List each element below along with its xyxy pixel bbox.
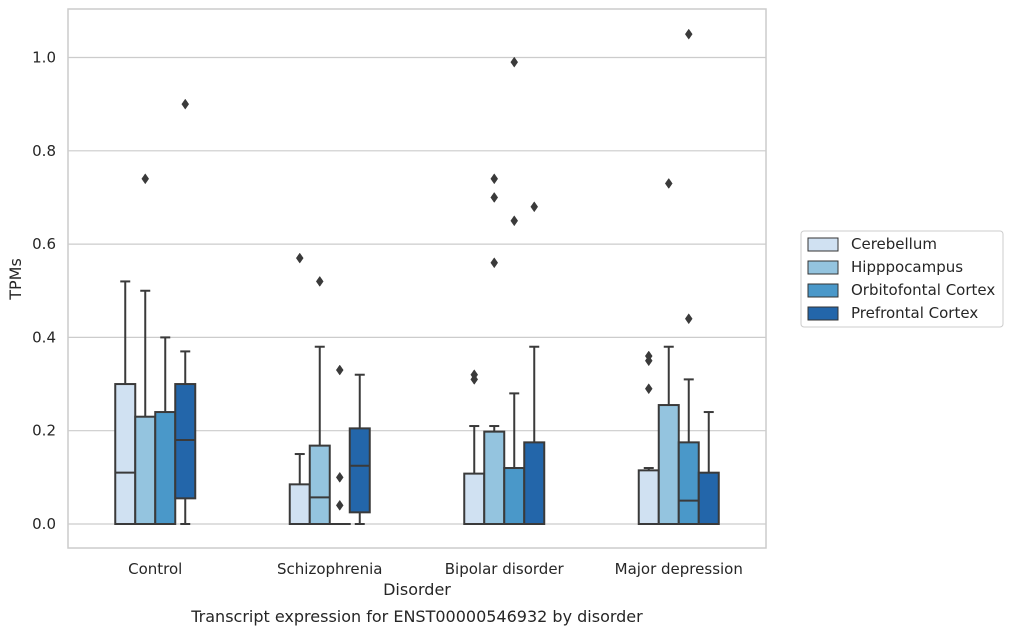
box xyxy=(114,383,137,525)
legend-label: Hipppocampus xyxy=(851,258,963,276)
outlier-point xyxy=(470,369,479,381)
box-prefrontal-cortex xyxy=(523,201,546,525)
box-prefrontal-cortex xyxy=(697,411,720,525)
y-tick-label: 0.4 xyxy=(32,328,56,346)
legend-label: Prefrontal Cortex xyxy=(851,304,978,322)
box xyxy=(134,415,157,525)
outlier-point xyxy=(490,257,499,269)
box xyxy=(483,430,506,525)
x-tick-label: Major depression xyxy=(615,560,743,578)
y-tick-label: 0.6 xyxy=(32,235,56,253)
box-cerebellum xyxy=(637,350,660,526)
outlier-point xyxy=(490,192,499,203)
box-hipppocampus xyxy=(134,173,157,525)
box-orbitofontal-cortex xyxy=(503,56,526,525)
outlier-point xyxy=(490,173,499,185)
outlier-point xyxy=(684,313,693,325)
outlier-point xyxy=(684,28,693,40)
y-tick-label: 0.0 xyxy=(32,515,56,533)
box xyxy=(637,469,660,526)
outlier-point xyxy=(510,56,519,68)
x-tick-label: Control xyxy=(128,560,182,578)
legend-swatch xyxy=(807,260,839,275)
x-tick-label: Bipolar disorder xyxy=(445,560,565,578)
outlier-point xyxy=(664,178,673,189)
legend: Cerebellum Hipppocampus Orbitofontal Corte… xyxy=(800,230,1004,328)
legend-swatch xyxy=(807,283,839,298)
outlier-point xyxy=(335,499,344,511)
outlier-point xyxy=(644,383,653,395)
box xyxy=(503,467,526,525)
box-hipppocampus xyxy=(308,275,331,525)
y-tick-label: 0.2 xyxy=(32,422,56,440)
box-hipppocampus xyxy=(483,173,506,525)
box-orbitofontal-cortex xyxy=(328,364,351,526)
plot-frame xyxy=(67,8,767,549)
box xyxy=(348,427,371,514)
x-axis: Control Schizophrenia Bipolar disorder Majo… xyxy=(128,560,743,578)
outlier-point xyxy=(181,98,190,110)
boxplot-area xyxy=(114,28,720,526)
y-axis: 0.0 0.2 0.4 0.6 0.8 1.0 xyxy=(32,49,56,534)
box-cerebellum xyxy=(114,280,137,525)
outlier-point xyxy=(335,471,344,483)
legend-swatch xyxy=(807,237,839,252)
outlier-point xyxy=(510,215,519,227)
legend-swatch xyxy=(807,306,839,321)
outlier-point xyxy=(335,364,344,376)
box xyxy=(154,411,177,526)
y-tick-label: 1.0 xyxy=(32,49,56,67)
legend-frame xyxy=(800,230,1004,328)
x-axis-label: Disorder xyxy=(383,580,451,599)
y-axis-label: TPMs xyxy=(6,258,25,301)
legend-label: Orbitofontal Cortex xyxy=(851,281,995,299)
box-cerebellum xyxy=(463,369,486,526)
outlier-point xyxy=(295,252,304,264)
box xyxy=(463,472,486,526)
box-prefrontal-cortex xyxy=(348,373,371,525)
box xyxy=(677,441,700,525)
chart-caption: Transcript expression for ENST0000054693… xyxy=(190,607,643,626)
box-cerebellum xyxy=(288,252,311,526)
outlier-point xyxy=(644,350,653,362)
box xyxy=(657,404,680,526)
x-tick-label: Schizophrenia xyxy=(277,560,382,578)
outlier-point xyxy=(315,275,324,287)
box-prefrontal-cortex xyxy=(174,98,197,525)
outlier-point xyxy=(530,201,539,213)
outlier-point xyxy=(141,173,150,185)
box xyxy=(288,483,311,526)
box-orbitofontal-cortex xyxy=(677,28,700,525)
y-tick-label: 0.8 xyxy=(32,142,56,160)
box xyxy=(697,471,720,525)
box xyxy=(174,383,197,500)
box xyxy=(523,441,546,525)
box-hipppocampus xyxy=(657,178,680,526)
box xyxy=(308,444,331,525)
box-orbitofontal-cortex xyxy=(154,336,177,526)
legend-label: Cerebellum xyxy=(851,235,937,253)
